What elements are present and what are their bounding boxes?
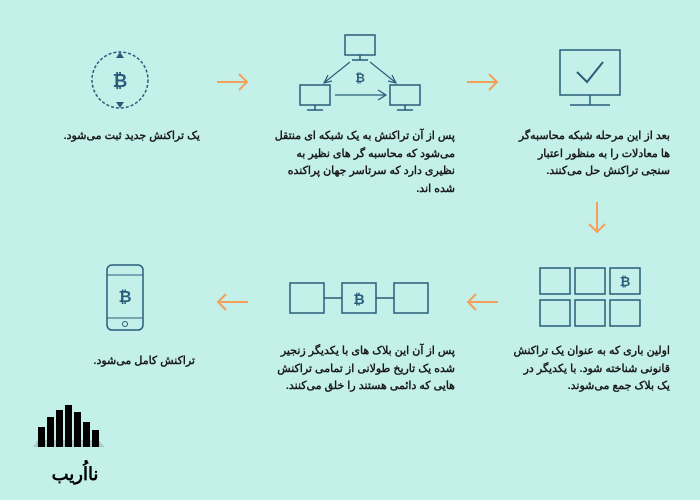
block-icon: ₿ xyxy=(510,260,670,335)
step-5-text: پس از آن این بلاک های با یکدیگر زنجیر شد… xyxy=(265,343,455,396)
chain-icon: ₿ xyxy=(265,260,455,335)
validation-icon xyxy=(510,40,670,120)
logo: نااُریب xyxy=(30,402,120,485)
step-3-text: بعد از این مرحله شبکه محاسبه‌گر ها معادل… xyxy=(510,128,670,181)
svg-text:₿: ₿ xyxy=(353,291,364,307)
step-3: بعد از این مرحله شبکه محاسبه‌گر ها معادل… xyxy=(510,40,670,181)
step-2: ₿ پس از آن تراکنش به یک شبکه ای منتقل می… xyxy=(265,30,455,198)
transaction-icon: ₿ xyxy=(40,40,200,120)
network-icon: ₿ xyxy=(265,30,455,120)
svg-text:₿: ₿ xyxy=(620,274,631,289)
step-6: ₿ تراکنش کامل می‌شود. xyxy=(55,260,195,371)
complete-icon: ₿ xyxy=(55,260,195,345)
svg-text:₿: ₿ xyxy=(355,71,365,85)
arrow-2-3 xyxy=(465,70,505,99)
arrow-1-2 xyxy=(215,70,255,99)
logo-text: نااُریب xyxy=(30,464,120,485)
step-1: ₿ یک تراکنش جدید ثبت می‌شود. xyxy=(40,40,200,146)
step-2-text: پس از آن تراکنش به یک شبکه ای منتقل می‌ش… xyxy=(265,128,455,198)
step-4: ₿ اولین باری که به عنوان یک تراکنش قانون… xyxy=(510,260,670,396)
step-6-text: تراکنش کامل می‌شود. xyxy=(55,353,195,371)
step-1-text: یک تراکنش جدید ثبت می‌شود. xyxy=(40,128,200,146)
svg-text:₿: ₿ xyxy=(118,288,131,306)
arrow-4-5 xyxy=(460,290,500,319)
logo-icon xyxy=(30,402,120,457)
step-4-text: اولین باری که به عنوان یک تراکنش قانونی … xyxy=(510,343,670,396)
arrow-5-6 xyxy=(210,290,250,319)
step-5: ₿ پس از آن این بلاک های با یکدیگر زنجیر … xyxy=(265,260,455,396)
arrow-3-4 xyxy=(585,200,609,245)
svg-text:₿: ₿ xyxy=(113,71,128,91)
